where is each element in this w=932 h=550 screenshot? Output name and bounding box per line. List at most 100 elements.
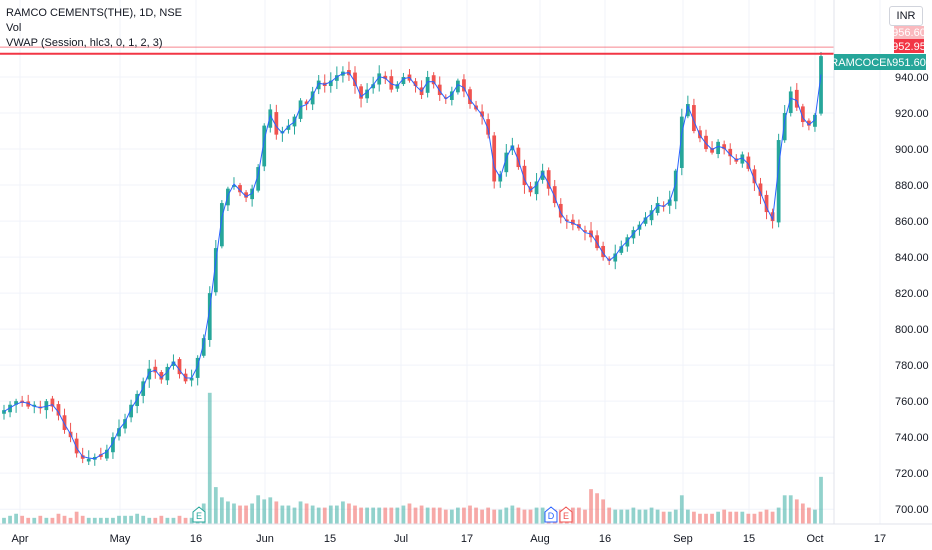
volume-bar [286, 505, 291, 524]
candle-body [728, 148, 733, 157]
candle-body [758, 183, 763, 196]
volume-bar [274, 501, 279, 524]
candle-body [207, 293, 212, 340]
candle-body [117, 428, 121, 437]
volume-bar [2, 517, 6, 524]
volume-bar [468, 505, 472, 524]
volume-bar [583, 509, 587, 524]
volume-bar [147, 517, 152, 524]
price-axis[interactable]: 700.00 720.00 740.00 760.00 780.00 800.00 820.… [895, 72, 929, 516]
volume-bar [117, 515, 121, 524]
candle-body [692, 105, 696, 132]
candle-body [534, 181, 539, 195]
volume-bar [135, 513, 140, 524]
volume-bar [522, 509, 527, 524]
dividend-marker[interactable]: D [544, 506, 558, 523]
candle-body [262, 125, 267, 167]
candle-body [807, 120, 811, 126]
volume-bar [334, 505, 339, 524]
volume-bar [177, 515, 182, 524]
level-label-second: 952.95 [892, 41, 926, 53]
volume-bar [794, 499, 799, 524]
currency-button[interactable]: INR [889, 6, 923, 26]
y-tick-label: 880.00 [895, 180, 929, 192]
volume-bar [770, 511, 775, 524]
candle-body [268, 109, 273, 128]
candle-body [819, 56, 823, 114]
candle-body [377, 73, 382, 85]
volume-bar [123, 515, 127, 524]
volume-bar [371, 507, 376, 524]
volume-bar [407, 503, 412, 524]
earnings-marker[interactable]: E [559, 506, 573, 523]
y-tick-label: 740.00 [895, 432, 929, 444]
volume-bar [480, 509, 484, 524]
y-tick-label: 940.00 [895, 72, 929, 84]
candle-body [673, 170, 678, 202]
volume-bar [26, 517, 31, 524]
ticker-label: RAMCOCEM [830, 57, 895, 69]
volume-bar [425, 507, 430, 524]
volume-bar [14, 513, 18, 524]
candle-body [219, 203, 224, 247]
x-tick-label: Apr [11, 533, 28, 545]
candle-body [800, 106, 805, 123]
volume-bar [74, 511, 79, 524]
legend-symbol[interactable]: RAMCO CEMENTS(THE), 1D, NSE [6, 7, 183, 19]
x-tick-label: Sep [673, 533, 693, 545]
candle-body [667, 199, 672, 206]
candle-body [274, 112, 279, 135]
candle-body [443, 97, 448, 99]
candle-body [794, 89, 799, 108]
level-label-high-bg [894, 26, 924, 39]
candle-body [244, 192, 248, 198]
candle-body [462, 79, 466, 92]
candle-body [298, 100, 303, 119]
candle-body [685, 104, 690, 117]
volume-bar [655, 509, 660, 524]
event-marker-label: E [563, 511, 569, 521]
time-axis[interactable]: Apr May 16 Jun 15 Jul 17 Aug 16 Sep 15 Oct 17 [11, 533, 886, 545]
candle-body [201, 338, 206, 356]
volume-bar [92, 517, 97, 524]
volume-bar [238, 505, 242, 524]
volume-bar [570, 507, 575, 524]
candle-body [480, 111, 484, 117]
legend-volume[interactable]: Vol [6, 22, 22, 34]
x-tick-label: Aug [530, 533, 550, 545]
volume-bar [111, 517, 115, 524]
volume-bar [685, 509, 690, 524]
volume-bar [740, 511, 745, 524]
volume-bar [577, 507, 581, 524]
candle-body [401, 77, 406, 85]
volume-bar [304, 503, 309, 524]
volume-bar [782, 495, 787, 524]
candle-body [86, 458, 91, 462]
event-marker-label: D [548, 511, 555, 521]
volume-bar [153, 517, 158, 524]
candle-body [486, 119, 491, 135]
candle-body [105, 449, 109, 459]
volume-bar [462, 507, 466, 524]
event-marker-shape [544, 506, 558, 523]
candle-body [425, 77, 430, 93]
volume-bar [437, 507, 442, 524]
candle-body [679, 116, 684, 168]
candle-body [601, 245, 606, 258]
volume-bar [776, 507, 781, 524]
gridlines [0, 0, 881, 524]
chart-legend: RAMCO CEMENTS(THE), 1D, NSE Vol VWAP (Se… [6, 6, 182, 51]
volume-bar [613, 509, 618, 524]
candle-body [510, 145, 515, 151]
x-tick-label: 16 [599, 533, 611, 545]
earnings-marker[interactable]: E [192, 506, 206, 523]
candle-body [286, 125, 291, 130]
volume-bar [704, 513, 708, 524]
candle-body [722, 144, 727, 150]
legend-vwap[interactable]: VWAP (Session, hlc3, 0, 1, 2, 3) [6, 37, 163, 49]
volume-bar [129, 515, 133, 524]
candle-body [389, 76, 394, 90]
volume-bar [673, 509, 678, 524]
